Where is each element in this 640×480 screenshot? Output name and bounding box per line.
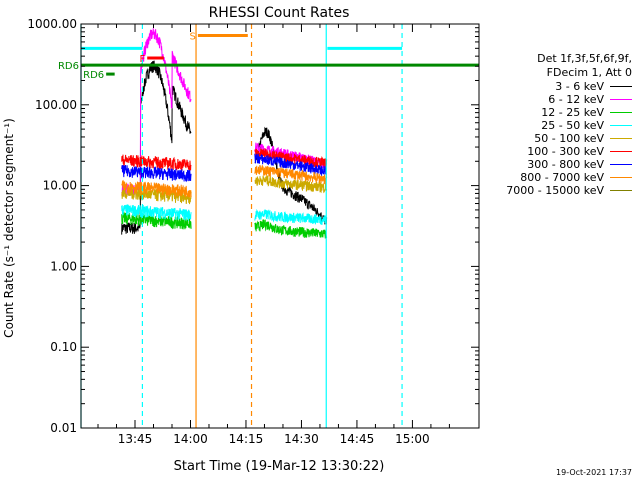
y-tick-label: 0.01 — [50, 421, 77, 435]
series-line — [121, 154, 192, 172]
legend-header-1: Det 1f,3f,5f,6f,9f, — [537, 52, 632, 65]
y-tick-label: 1.00 — [50, 259, 77, 273]
legend-swatch — [610, 112, 632, 113]
legend-label: 300 - 800 keV — [527, 158, 604, 171]
legend-entry: 12 - 25 keV — [484, 106, 634, 119]
series-line — [254, 175, 328, 194]
legend-entry: 6 - 12 keV — [484, 93, 634, 106]
x-tick-label: 14:00 — [173, 432, 208, 446]
series-line — [254, 218, 328, 239]
legend-swatch — [610, 164, 632, 165]
legend-label: 6 - 12 keV — [548, 93, 604, 106]
interval-label: S — [190, 32, 196, 43]
interval-label: RD6 — [58, 61, 79, 72]
x-tick-label: 14:15 — [229, 432, 264, 446]
legend-label: 12 - 25 keV — [541, 106, 604, 119]
legend-header-2: FDecim 1, Att 0 — [546, 66, 632, 79]
x-tick-label: 14:45 — [340, 432, 375, 446]
legend-label: 7000 - 15000 keV — [506, 184, 604, 197]
legend-label: 50 - 100 keV — [534, 132, 604, 145]
series-line — [121, 204, 192, 221]
legend-entry: 100 - 300 keV — [484, 145, 634, 158]
y-tick-label: 0.10 — [50, 340, 77, 354]
chart-title: RHESSI Count Rates — [209, 5, 350, 21]
legend-swatch — [610, 151, 632, 152]
legend: Det 1f,3f,5f,6f,9f, FDecim 1, Att 0 3 - … — [484, 52, 634, 197]
legend-label: 3 - 6 keV — [555, 80, 604, 93]
x-axis-label: Start Time (19-Mar-12 13:30:22) — [174, 459, 385, 474]
interval-label: RD6 — [83, 70, 104, 81]
plot-frame — [80, 23, 480, 429]
series-line — [121, 186, 192, 205]
x-tick-label: 15:00 — [395, 432, 430, 446]
legend-swatch — [610, 190, 632, 191]
series-line — [121, 179, 192, 198]
legend-entry: 7000 - 15000 keV — [484, 184, 634, 197]
y-tick-label: 10.00 — [43, 179, 77, 193]
series-line — [121, 164, 192, 183]
y-axis-label: Count Rate (s⁻¹ detector segment⁻¹) — [2, 118, 16, 338]
legend-entry: 25 - 50 keV — [484, 119, 634, 132]
timestamp: 19-Oct-2021 17:37 — [556, 468, 632, 477]
legend-label: 100 - 300 keV — [527, 145, 604, 158]
legend-label: 25 - 50 keV — [541, 119, 604, 132]
interval-label: F — [139, 54, 145, 65]
legend-entry: 300 - 800 keV — [484, 158, 634, 171]
legend-swatch — [610, 138, 632, 139]
x-tick-label: 14:30 — [284, 432, 319, 446]
legend-entry: 800 - 7000 keV — [484, 171, 634, 184]
series-line — [254, 165, 328, 185]
y-tick-label: 100.00 — [35, 98, 77, 112]
series-line — [254, 126, 328, 225]
x-tick-label: 13:45 — [118, 432, 153, 446]
series-line — [254, 153, 328, 176]
legend-swatch — [610, 177, 632, 178]
legend-entry: 50 - 100 keV — [484, 132, 634, 145]
legend-swatch — [610, 86, 632, 87]
legend-entry: 3 - 6 keV — [484, 80, 634, 93]
legend-swatch — [610, 125, 632, 126]
y-tick-label: 1000.00 — [27, 17, 77, 31]
legend-label: 800 - 7000 keV — [520, 171, 604, 184]
legend-swatch — [610, 99, 632, 100]
series-line — [254, 208, 328, 226]
